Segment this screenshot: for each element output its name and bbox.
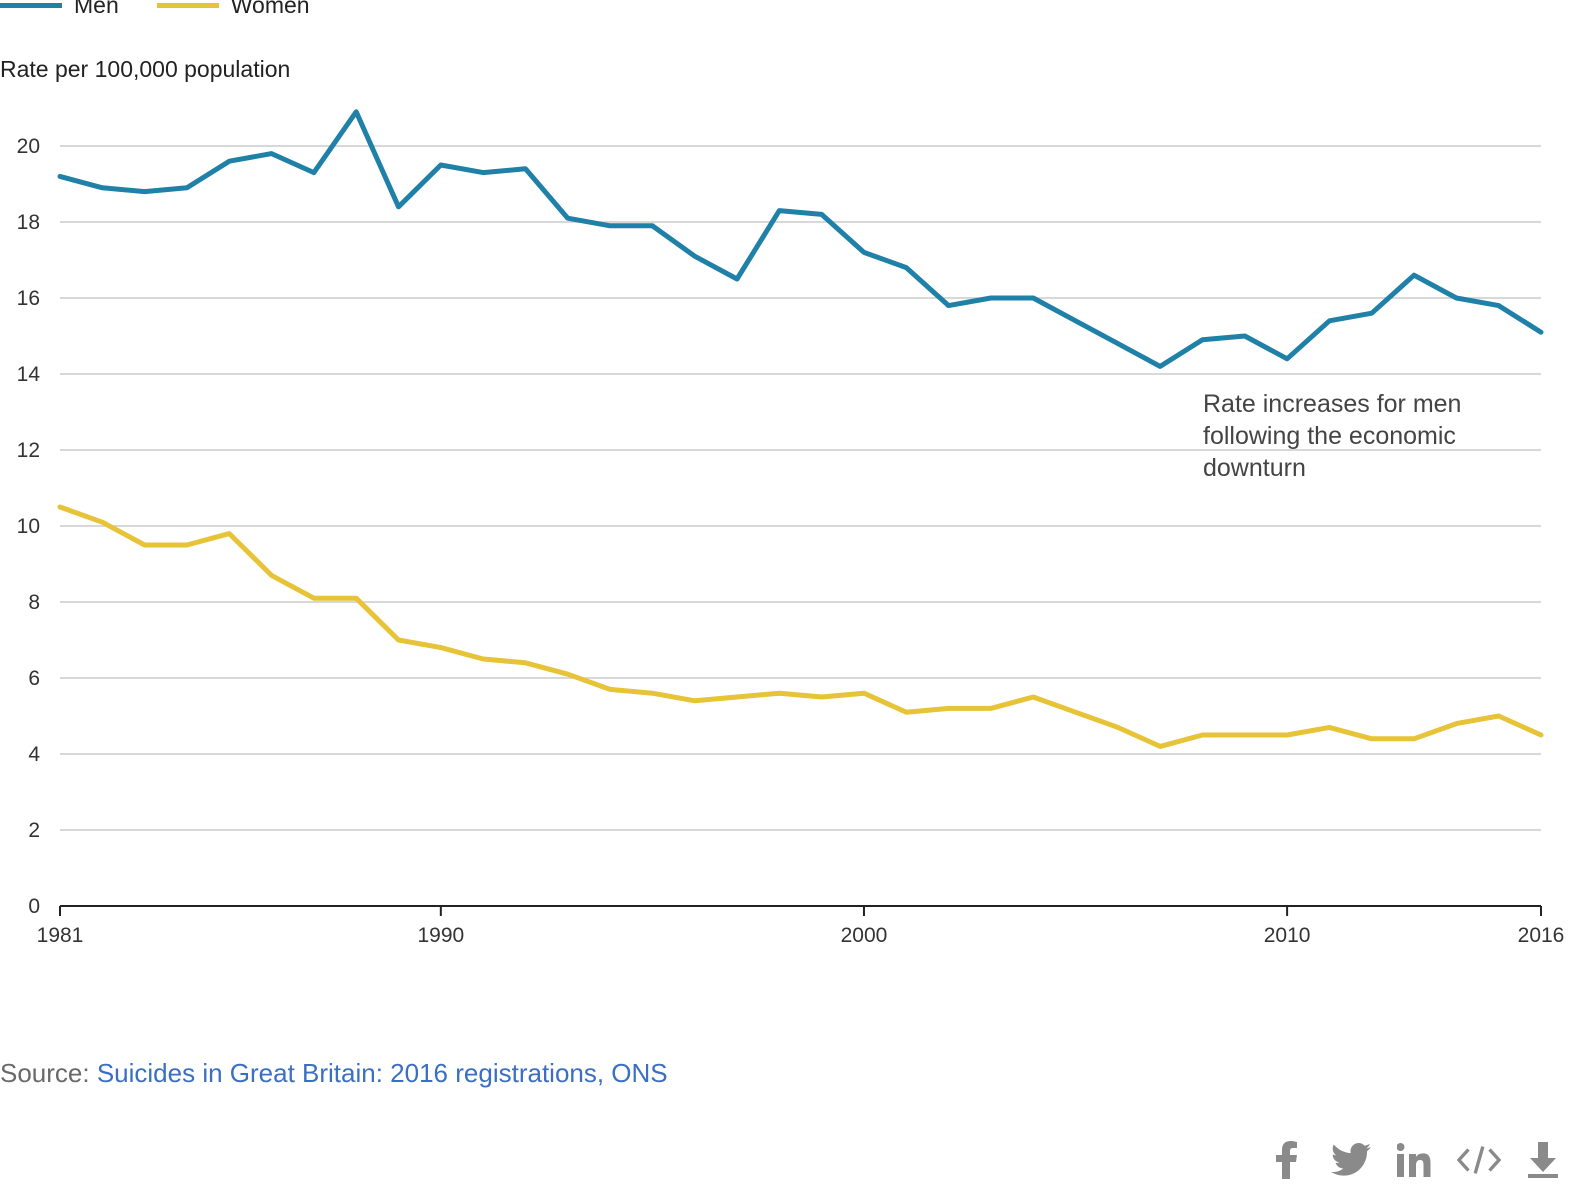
y-axis-ticks: 0 2 4 6 8 10 12 14 16 18 20	[17, 135, 41, 918]
source-link[interactable]: Suicides in Great Britain: 2016 registra…	[96, 1058, 668, 1088]
series-lines	[57, 109, 1544, 749]
y-tick-label: 12	[17, 439, 40, 462]
twitter-icon[interactable]	[1329, 1138, 1373, 1182]
y-tick-label: 2	[28, 819, 40, 842]
legend-swatch-men	[0, 3, 62, 8]
x-tick-label: 2000	[841, 924, 888, 947]
y-tick-label: 0	[28, 895, 40, 918]
legend-item-women[interactable]: Women	[156, 0, 310, 19]
y-tick-label: 18	[17, 211, 40, 234]
y-tick-label: 4	[28, 743, 40, 766]
y-tick-label: 20	[17, 135, 40, 158]
series-line-men	[57, 109, 1544, 369]
line-chart: 0 2 4 6 8 10 12 14 16 18 20 1981 1990 2000 2010 2016	[17, 109, 1565, 947]
x-tick-label: 1990	[417, 924, 464, 947]
gridlines	[60, 145, 1541, 831]
y-tick-label: 10	[17, 515, 40, 538]
legend-swatch-women	[156, 3, 219, 8]
source-note: Source: Suicides in Great Britain: 2016 …	[0, 1058, 668, 1089]
y-tick-label: 6	[28, 667, 40, 690]
y-tick-label: 14	[17, 363, 41, 386]
x-tick-label: 2016	[1518, 924, 1565, 947]
download-icon[interactable]	[1521, 1138, 1565, 1182]
y-axis-label: Rate per 100,000 population	[0, 56, 291, 82]
legend-label-women: Women	[230, 0, 310, 18]
y-tick-label: 16	[17, 287, 40, 310]
series-line-women	[57, 504, 1544, 749]
x-axis: 1981 1990 2000 2010 2016	[37, 905, 1565, 947]
source-prefix: Source:	[0, 1058, 97, 1088]
y-tick-label: 8	[28, 591, 40, 614]
x-tick-label: 2010	[1264, 924, 1311, 947]
chart-annotation: Rate increases for men following the eco…	[1203, 390, 1462, 482]
linkedin-icon[interactable]	[1393, 1138, 1437, 1182]
legend-label-men: Men	[74, 0, 119, 18]
facebook-icon[interactable]	[1265, 1138, 1309, 1182]
legend: Men Women	[0, 0, 348, 19]
share-bar	[1245, 1138, 1565, 1182]
x-tick-label: 1981	[37, 924, 84, 947]
legend-item-men[interactable]: Men	[0, 0, 119, 19]
embed-code-icon[interactable]	[1457, 1138, 1501, 1182]
